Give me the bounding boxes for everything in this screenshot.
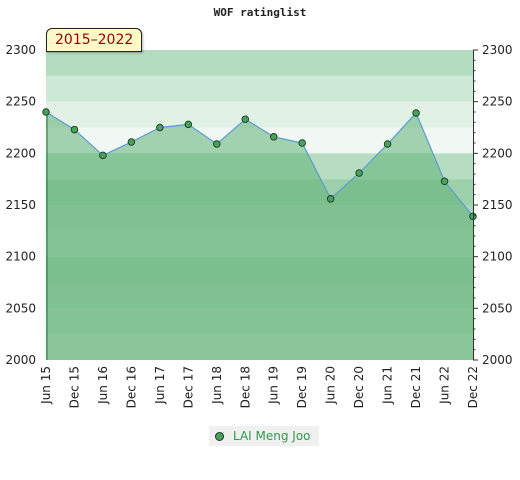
legend-marker-icon bbox=[215, 431, 224, 441]
band bbox=[46, 101, 473, 128]
data-point bbox=[99, 151, 107, 160]
y-tick-label-right: 2000 bbox=[482, 353, 513, 367]
series-line bbox=[45, 111, 474, 217]
y-tick-label-left: 2200 bbox=[5, 146, 36, 160]
x-tick-label: Dec 17 bbox=[181, 366, 195, 408]
chart-title: WOF ratinglist bbox=[213, 6, 307, 19]
x-tick-label: Dec 16 bbox=[124, 366, 138, 408]
data-point bbox=[156, 123, 164, 132]
x-tick-label: Jun 21 bbox=[381, 366, 395, 405]
band bbox=[46, 75, 473, 102]
x-tick-label: Jun 20 bbox=[324, 366, 338, 405]
x-tick-label: Jun 16 bbox=[96, 366, 110, 405]
x-tick-label: Jun 22 bbox=[438, 366, 452, 405]
x-tick-label: Dec 20 bbox=[352, 366, 366, 408]
area-layer bbox=[45, 111, 474, 360]
data-point bbox=[269, 133, 278, 141]
data-points bbox=[42, 108, 477, 221]
data-point bbox=[326, 195, 335, 203]
series-area bbox=[46, 112, 473, 360]
data-point bbox=[241, 115, 250, 123]
y-tick-label-left: 2300 bbox=[5, 43, 36, 57]
x-tick-label: Dec 19 bbox=[295, 366, 309, 408]
y-tick-label-right: 2300 bbox=[482, 43, 513, 57]
legend-label: LAI Meng Joo bbox=[233, 429, 311, 443]
data-point bbox=[127, 138, 136, 146]
data-point bbox=[42, 108, 50, 116]
data-point bbox=[184, 120, 193, 129]
y-tick-label-left: 2050 bbox=[5, 301, 36, 315]
x-tick-label: Jun 18 bbox=[210, 366, 224, 405]
x-tick-label: Dec 18 bbox=[238, 366, 252, 408]
data-point bbox=[298, 139, 306, 147]
x-tick-label: Dec 21 bbox=[409, 366, 423, 408]
y-tick-label-left: 2250 bbox=[5, 95, 36, 109]
y-tick-label-left: 2150 bbox=[5, 198, 36, 212]
y-axis-right: 2000 2050 2100 2150 2200 2250 2300 bbox=[473, 43, 513, 367]
data-point bbox=[383, 140, 392, 148]
legend[interactable]: LAI Meng Joo bbox=[209, 426, 319, 446]
x-axis: Jun 15 Dec 15 Jun 16 Dec 16 Jun 17 Dec 17 Jun … bbox=[39, 366, 480, 408]
data-point bbox=[355, 169, 363, 177]
data-point bbox=[412, 109, 420, 117]
band bbox=[46, 50, 473, 76]
data-point bbox=[440, 177, 449, 185]
x-tick-label: Jun 19 bbox=[267, 366, 281, 405]
data-point bbox=[213, 140, 221, 148]
y-tick-label-right: 2100 bbox=[482, 250, 513, 264]
y-tick-label-right: 2050 bbox=[482, 301, 513, 315]
x-tick-label: Jun 17 bbox=[153, 366, 167, 405]
data-point bbox=[70, 125, 79, 134]
x-tick-label: Dec 15 bbox=[67, 366, 81, 408]
x-tick-label: Jun 15 bbox=[39, 366, 53, 405]
y-tick-label-right: 2200 bbox=[482, 146, 513, 160]
date-range-badge: 2015–2022 bbox=[46, 28, 143, 52]
y-axis-left: 2000 2050 2100 2150 2200 2250 2300 bbox=[5, 43, 36, 367]
y-tick-label-right: 2150 bbox=[482, 198, 513, 212]
y-tick-label-left: 2000 bbox=[5, 353, 36, 367]
y-tick-label-right: 2250 bbox=[482, 95, 513, 109]
x-tick-label: Dec 22 bbox=[466, 366, 480, 408]
y-tick-label-left: 2100 bbox=[5, 250, 36, 264]
